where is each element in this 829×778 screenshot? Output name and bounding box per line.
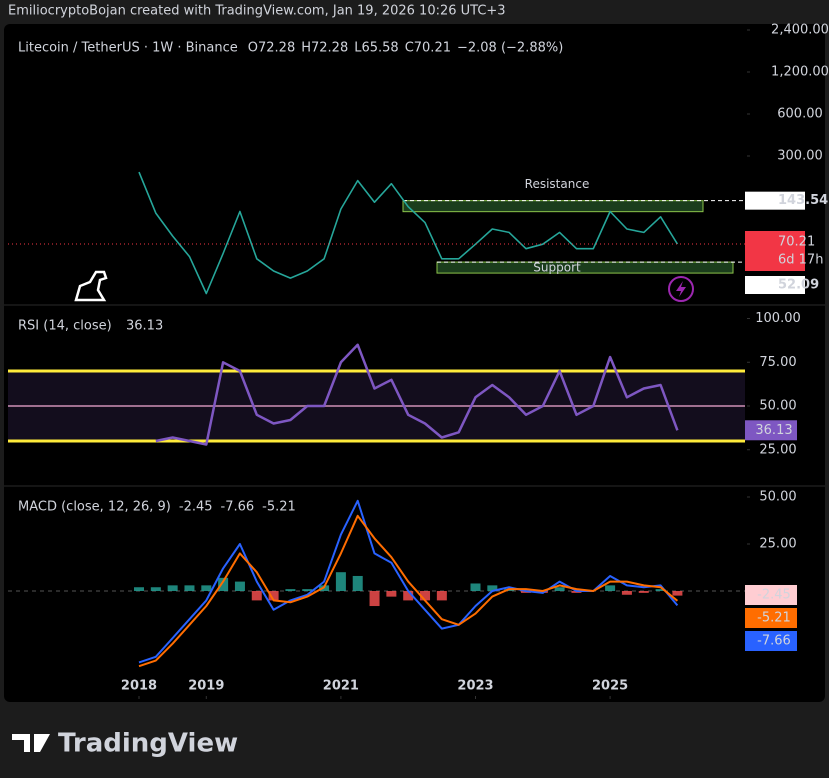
footer-brand: TradingView: [58, 729, 238, 759]
macd-histogram-bar: [638, 591, 649, 593]
macd-tag-label: -2.45: [757, 588, 791, 603]
symbol: Litecoin / TetherUS · 1W · Binance: [18, 41, 238, 56]
ohlc-value: 70.21: [414, 41, 451, 56]
macd-histogram-bar: [672, 591, 683, 596]
chart-panel: [4, 24, 825, 702]
macd-histogram-bar: [436, 591, 447, 601]
rsi-title: RSI (14, close): [18, 319, 112, 334]
ohlc-key: H: [301, 41, 311, 56]
y-tick-label: 50.00: [759, 399, 796, 414]
ohlc-value: 72.28: [311, 41, 348, 56]
ohlc-value: 72.28: [258, 41, 295, 56]
macd-histogram-bar: [655, 589, 666, 591]
macd-histogram-bar: [285, 589, 296, 591]
macd-histogram-bar: [201, 585, 212, 591]
y-tick-label: 25.00: [759, 442, 796, 457]
macd-histogram-bar: [403, 591, 414, 601]
macd-histogram-bar: [251, 591, 262, 601]
y-tick-label: 1,200.00: [771, 65, 829, 80]
support-price: 52.09: [778, 278, 819, 293]
rsi-line: [155, 343, 679, 446]
macd-histogram-bar: [554, 587, 565, 591]
countdown: 6d 17h: [778, 252, 823, 267]
macd-histogram-bar: [470, 583, 481, 591]
macd-histogram-bar: [420, 591, 431, 601]
lightning-bolt: [676, 281, 686, 297]
lightning-icon[interactable]: [668, 276, 694, 302]
y-tick-label: 100.00: [755, 311, 801, 326]
support-zone: [436, 261, 734, 274]
y-tick-label: 25.00: [759, 537, 796, 552]
ohlc-key: L: [354, 41, 362, 56]
macd-histogram-bar: [234, 581, 245, 591]
macd-tag-label: -5.21: [757, 611, 791, 626]
support-tag: [745, 276, 805, 294]
macd-tag-label: -7.66: [757, 634, 791, 649]
dino-icon: [74, 270, 108, 302]
x-tick-label: 2023: [457, 679, 493, 694]
header: EmiliocryptoBojan created with TradingVi…: [8, 4, 506, 19]
price-line: [138, 171, 679, 295]
macd-tag: [745, 585, 797, 605]
macd-histogram-bar: [167, 585, 178, 591]
x-tick-label: 2025: [592, 679, 628, 694]
macd-histogram-bar: [369, 591, 380, 607]
macd-title: MACD (close, 12, 26, 9): [18, 500, 171, 515]
rsi-value: 36.13: [126, 319, 163, 334]
macd-histogram-bar: [150, 587, 161, 591]
macd-histogram-bar: [335, 572, 346, 591]
y-tick-label: 300.00: [777, 149, 823, 164]
x-tick-label: 2019: [188, 679, 224, 694]
y-tick-label: 600.00: [777, 107, 823, 122]
rsi-tag-label: 36.13: [755, 423, 792, 438]
macd-histogram-bar: [605, 585, 616, 591]
macd-histogram-bar: [352, 575, 363, 591]
macd-histogram-bar: [487, 585, 498, 591]
rsi-tag: [745, 420, 797, 441]
macd-histogram-bar: [268, 591, 279, 601]
tv-logo: [12, 734, 50, 752]
y-tick-label: 50.00: [759, 490, 796, 505]
macd-histogram-bar: [621, 591, 632, 595]
macd-histogram-bar: [302, 589, 313, 591]
y-tick-label: 2,400.00: [771, 23, 829, 38]
change: −2.08 (−2.88%): [457, 41, 563, 56]
last-price-tag: [745, 230, 805, 271]
last-price: 70.21: [778, 234, 815, 249]
macd-legend-value: -2.45: [179, 500, 213, 515]
ohlc-key: C: [405, 41, 414, 56]
signal-line: [138, 514, 679, 668]
macd-tag: [745, 631, 797, 651]
macd-histogram-bar: [134, 587, 144, 591]
x-tick-label: 2018: [121, 679, 157, 694]
resistance-zone: [402, 200, 704, 213]
x-tick-label: 2021: [323, 679, 359, 694]
ohlc-value: 65.58: [361, 41, 398, 56]
ohlc-key: O: [248, 41, 258, 56]
resistance-label: Resistance: [525, 177, 590, 191]
macd-legend-value: -5.21: [262, 500, 296, 515]
macd-histogram-bar: [218, 577, 229, 591]
macd-legend-value: -7.66: [221, 500, 255, 515]
support-label: Support: [533, 261, 581, 275]
resistance-price: 143.54: [778, 193, 828, 208]
macd-histogram-bar: [184, 585, 195, 591]
macd-histogram-bar: [386, 591, 397, 597]
resistance-tag: [745, 191, 805, 210]
macd-tag: [745, 608, 797, 628]
y-tick-label: 75.00: [759, 355, 796, 370]
